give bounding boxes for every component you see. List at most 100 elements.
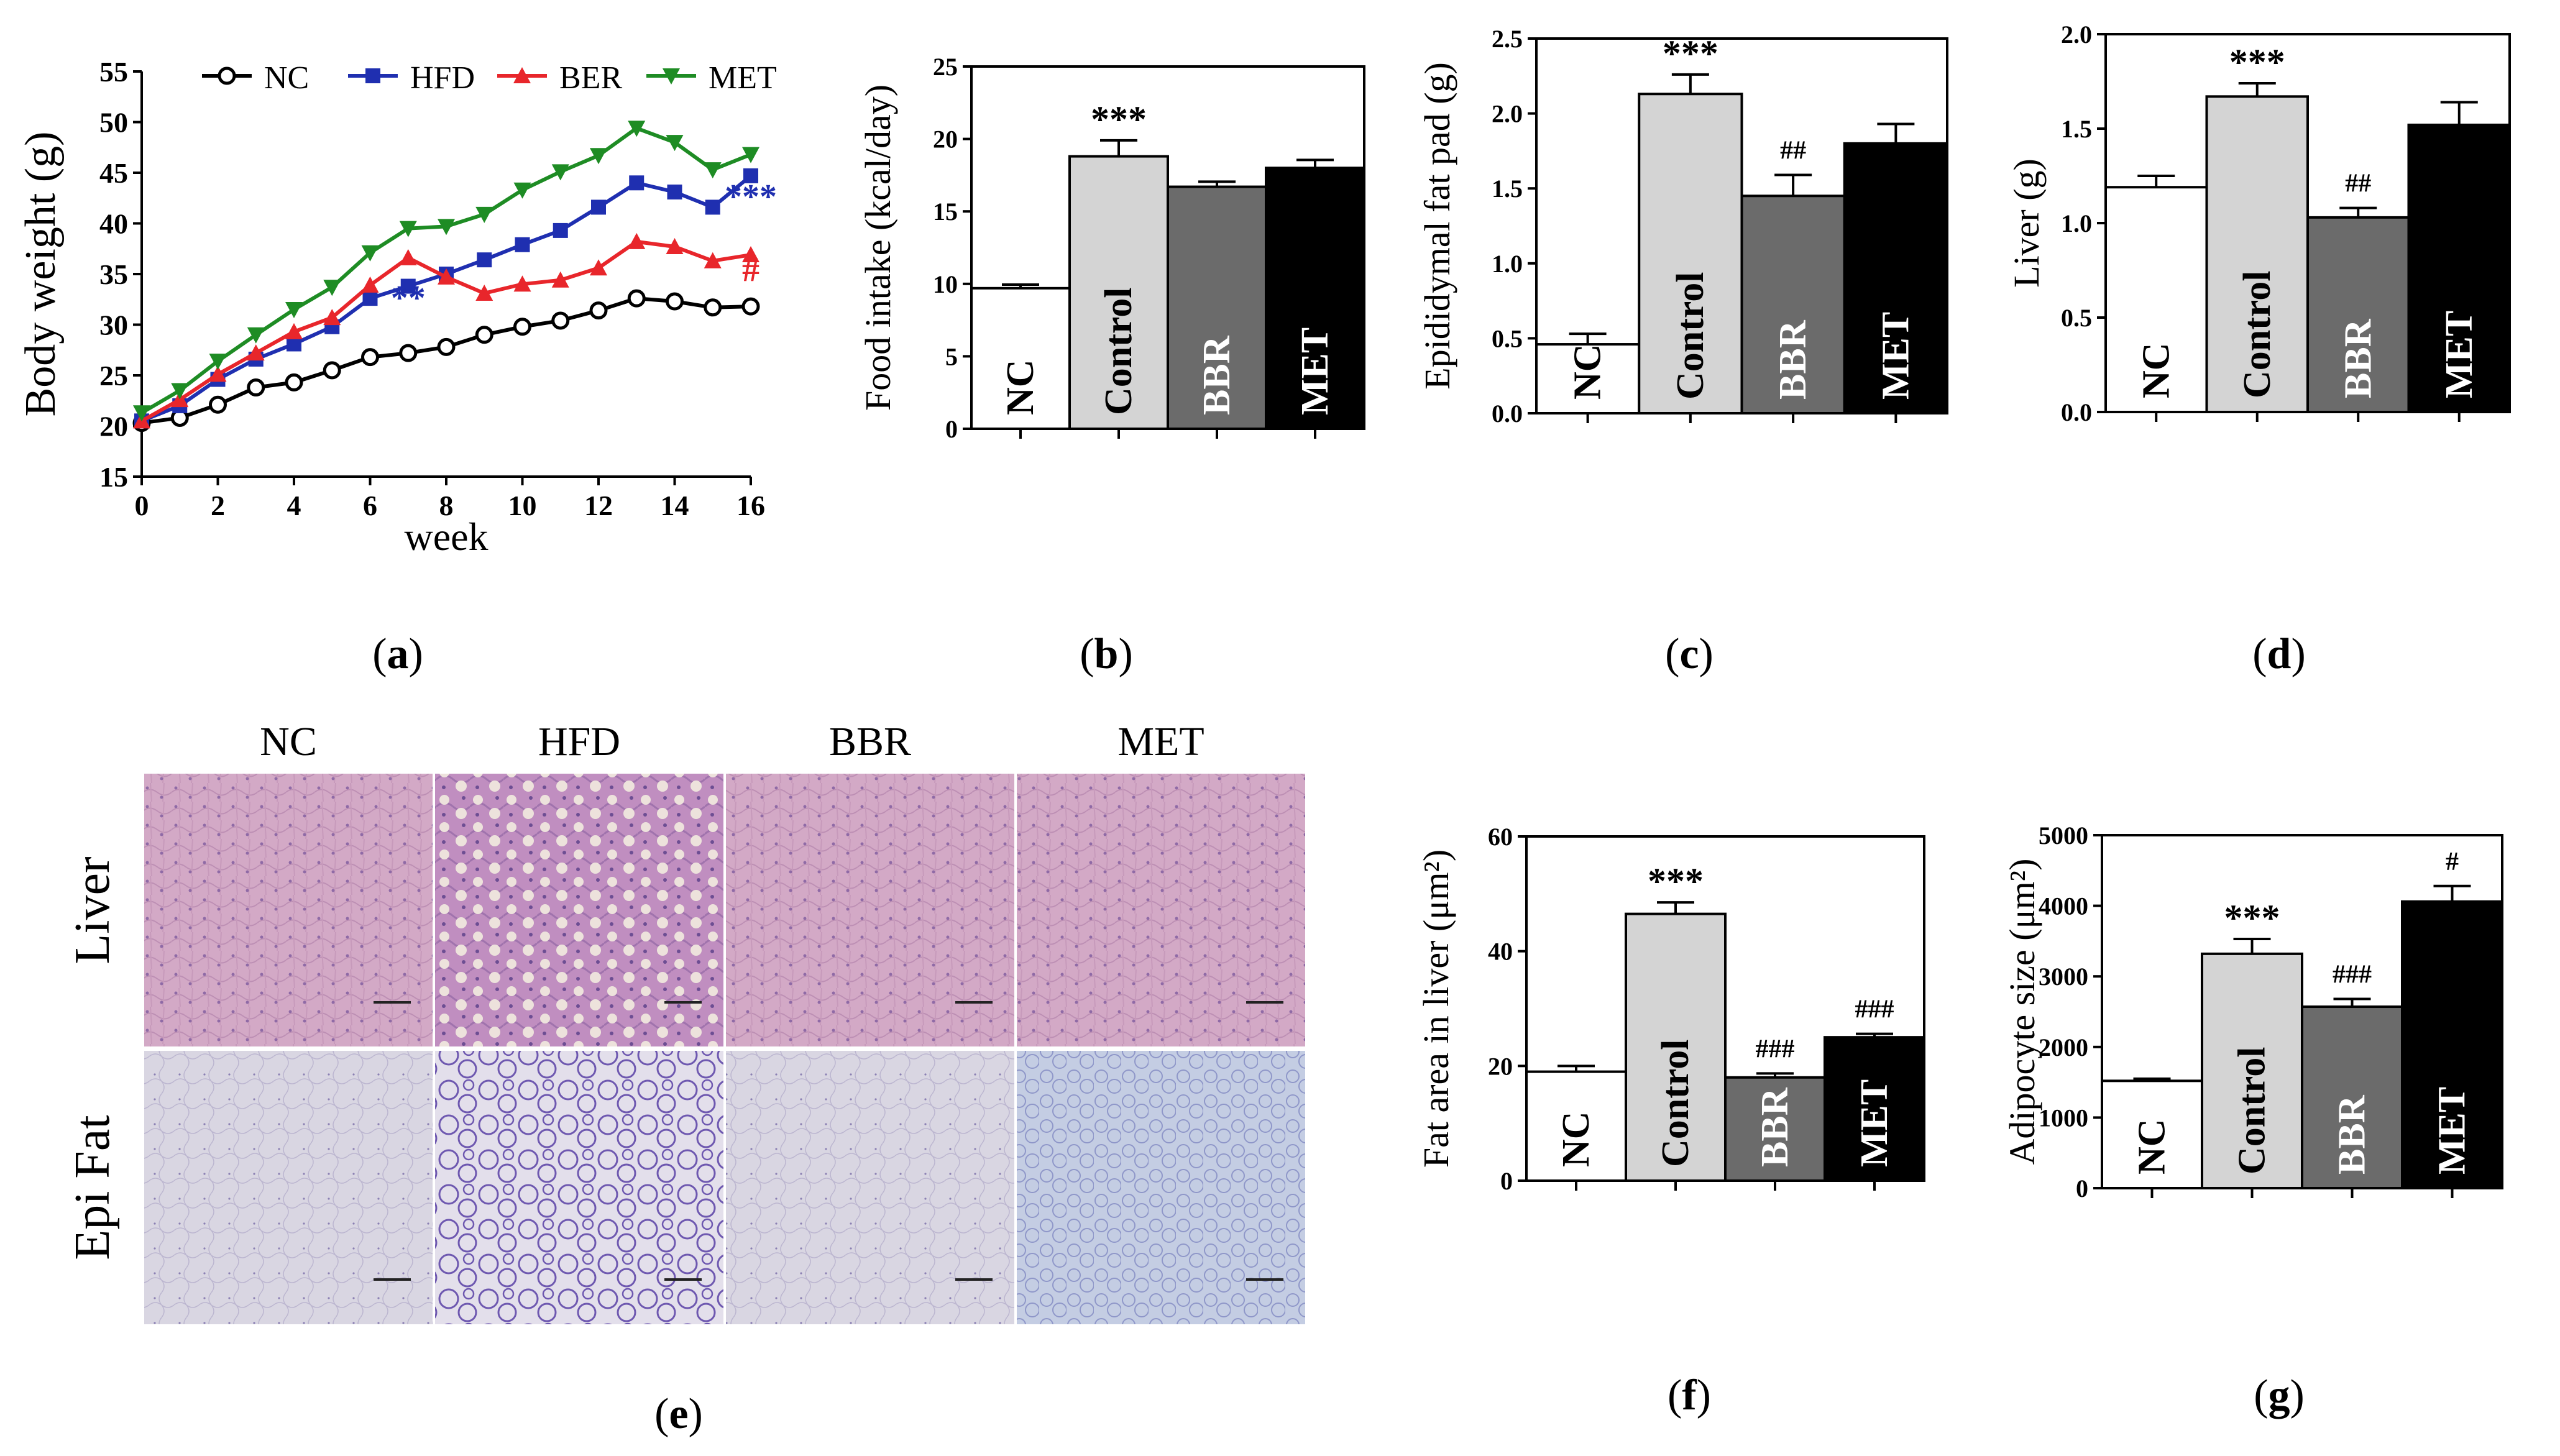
micrograph-liver-bbr xyxy=(726,774,1014,1047)
y-tick-label: 60 xyxy=(1488,823,1513,851)
bar-nc xyxy=(2104,186,2208,413)
data-point-hfd xyxy=(362,291,378,306)
category-label-bbr: BBR xyxy=(1772,319,1814,400)
panel-label-b: b xyxy=(1094,630,1119,678)
data-point-hfd xyxy=(629,175,645,191)
y-tick-label: 45 xyxy=(99,157,128,189)
data-point-ber xyxy=(551,271,569,288)
column-label-nc: NC xyxy=(260,719,317,764)
significance-mark: *** xyxy=(2224,897,2280,938)
y-tick-label: 1.5 xyxy=(1492,175,1523,203)
y-tick-label: 20 xyxy=(99,411,128,442)
x-tick-label: 16 xyxy=(736,490,765,521)
x-tick-label: 2 xyxy=(211,490,225,521)
significance-mark: ## xyxy=(2345,170,2371,198)
data-point-ber xyxy=(323,309,341,326)
data-point-nc xyxy=(209,395,227,414)
category-label-nc: NC xyxy=(999,359,1042,415)
bar-control xyxy=(2201,952,2303,1190)
data-point-met xyxy=(171,383,189,400)
micrograph-epi-fat-nc xyxy=(144,1051,433,1324)
data-point-met xyxy=(742,147,759,163)
caption-e: (e) xyxy=(654,1390,703,1438)
y-tick-label: 15 xyxy=(99,461,128,493)
svg-text:(d): (d) xyxy=(2252,630,2306,678)
y-tick-label: 1.5 xyxy=(2061,115,2092,143)
data-point-nc xyxy=(285,373,303,391)
data-point-nc xyxy=(741,297,760,316)
data-point-ber xyxy=(438,268,455,285)
series-line-nc xyxy=(141,296,751,425)
data-point-ber xyxy=(209,365,227,382)
caption-b: (b) xyxy=(1080,630,1133,678)
data-point-nc xyxy=(627,289,646,308)
data-point-met xyxy=(361,245,379,262)
significance-mark: *** xyxy=(1663,33,1718,74)
panel-e-histology: NC HFD BBR MET Liver Epi Fat xyxy=(65,719,1305,1324)
data-point-nc xyxy=(513,318,531,336)
category-label-control: Control xyxy=(2231,1046,2273,1174)
y-tick-label: 25 xyxy=(933,53,958,81)
data-point-ber xyxy=(628,232,646,249)
column-label-bbr: BBR xyxy=(829,719,911,764)
significance-mark: *** xyxy=(1091,99,1147,140)
significance-mark: ## xyxy=(1780,136,1806,165)
svg-text:(f): (f) xyxy=(1668,1371,1711,1419)
x-tick-label: 4 xyxy=(287,490,301,521)
significance-mark: # xyxy=(742,250,759,289)
data-point-ber xyxy=(666,237,684,254)
legend-marker-hfd xyxy=(365,68,380,83)
data-point-nc xyxy=(666,292,684,311)
data-point-nc xyxy=(437,337,456,356)
caption-g: (g) xyxy=(2254,1371,2305,1419)
y-tick-label: 0 xyxy=(1500,1167,1513,1195)
y-tick-label: 50 xyxy=(99,107,128,139)
bar-met xyxy=(1843,142,1948,414)
micrograph-epi-fat-met xyxy=(1017,1051,1305,1324)
panel-a-chart: 15 20 25 30 35 40 45 50 55 0 2 4 6 8 10 12 14 16 week Body … xyxy=(17,56,777,559)
data-point-ber xyxy=(361,276,379,293)
panel-label-c: c xyxy=(1679,630,1699,678)
legend-marker-nc xyxy=(218,66,236,85)
svg-text:(c): (c) xyxy=(1665,630,1714,678)
y-axis-title: Body weight (g) xyxy=(17,132,65,417)
significance-mark: *** xyxy=(1648,861,1704,902)
data-point-met xyxy=(590,148,607,165)
data-point-met xyxy=(551,164,569,181)
data-point-hfd xyxy=(515,237,530,252)
y-axis-title: Adipocyte size (μm²) xyxy=(2002,859,2042,1165)
data-point-met xyxy=(285,302,303,319)
category-label-control: Control xyxy=(1669,272,1712,400)
y-tick-label: 4000 xyxy=(2039,892,2088,920)
data-point-nc xyxy=(589,301,608,320)
legend-label-hfd: HFD xyxy=(410,60,475,96)
bar-met xyxy=(1265,167,1365,430)
y-tick-label: 40 xyxy=(1488,938,1513,966)
panel-label-d: d xyxy=(2267,630,2292,678)
y-axis-title: Food intake (kcal/day) xyxy=(858,85,898,411)
panel-c-chart: 0.0 0.5 1.0 1.5 2.0 2.5 Epididymal fat pad (g)… xyxy=(1417,25,1948,428)
data-point-met xyxy=(628,121,646,137)
y-tick-label: 1.0 xyxy=(1492,250,1523,278)
bar-bbr xyxy=(1167,185,1267,430)
data-point-nc xyxy=(323,361,341,380)
data-point-met xyxy=(438,219,455,236)
data-point-ber xyxy=(742,246,759,263)
category-label-control: Control xyxy=(1654,1039,1697,1167)
significance-mark: *** xyxy=(725,178,777,216)
category-label-met: MET xyxy=(1853,1079,1896,1167)
category-label-control: Control xyxy=(2236,270,2278,398)
y-axis-title: Fat area in liver (μm²) xyxy=(1416,849,1456,1168)
y-tick-label: 10 xyxy=(933,270,958,298)
data-point-met xyxy=(247,327,265,344)
panel-g-chart: 0 1000 2000 3000 4000 5000 Adipocyte size (μm²… xyxy=(2002,822,2503,1202)
data-point-met xyxy=(133,405,150,422)
data-point-nc xyxy=(704,298,722,317)
category-label-nc: NC xyxy=(1567,344,1609,400)
panel-d-chart: 0.0 0.5 1.0 1.5 2.0 Liver (g) NC Control BBR MET *… xyxy=(2006,21,2511,426)
panel-b-chart: 0 5 10 15 20 25 Food intake (kcal/day) NC Contro… xyxy=(858,53,1365,443)
legend-marker-met xyxy=(663,68,680,85)
significance-mark: ### xyxy=(2333,961,2372,989)
data-point-nc xyxy=(399,344,418,362)
